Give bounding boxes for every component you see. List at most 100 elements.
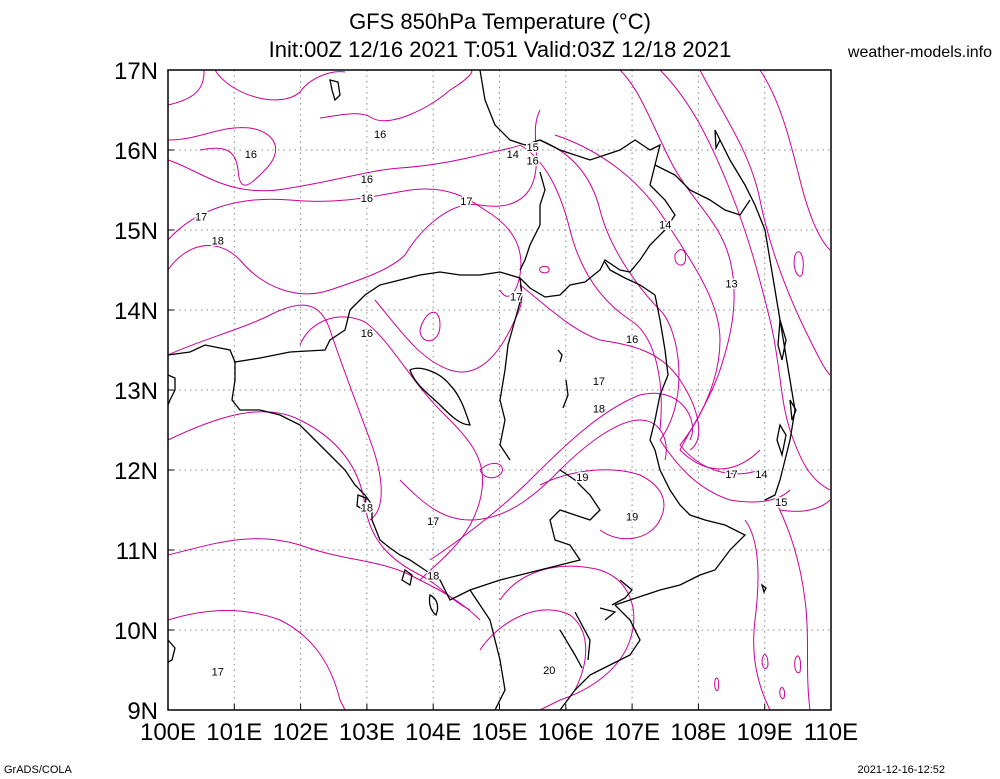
coast-line bbox=[559, 604, 641, 711]
border-line bbox=[167, 374, 176, 406]
x-tick-label: 109E bbox=[737, 719, 793, 746]
coast-line bbox=[654, 164, 751, 216]
contour-line bbox=[479, 463, 503, 479]
contour-line bbox=[539, 469, 665, 540]
contour-label: 17 bbox=[195, 211, 207, 223]
contour-label: 16 bbox=[626, 334, 638, 346]
contour-line bbox=[167, 144, 521, 192]
x-tick-label: 106E bbox=[538, 719, 594, 746]
island bbox=[714, 129, 721, 151]
source-label: weather-models.info bbox=[847, 44, 992, 61]
island bbox=[401, 568, 413, 587]
contour-label: 17 bbox=[510, 291, 522, 303]
axis-labels: 100E 101E 102E 103E 104E 105E 106E 107E 108E 109E… bbox=[114, 58, 858, 746]
contour-line bbox=[554, 134, 761, 475]
contour-line bbox=[779, 499, 831, 512]
contour-label: 14 bbox=[755, 469, 767, 481]
contour-line bbox=[759, 69, 831, 251]
contour-line bbox=[699, 69, 831, 376]
y-tick-label: 13N bbox=[114, 378, 158, 405]
coast-line bbox=[559, 579, 633, 669]
contour-line bbox=[793, 251, 804, 277]
contour-label: 14 bbox=[659, 219, 671, 231]
contour-line bbox=[167, 411, 471, 611]
contour-line bbox=[744, 519, 771, 711]
contour-label: 19 bbox=[626, 511, 638, 523]
contour-line bbox=[779, 687, 785, 699]
contour-label: 18 bbox=[361, 503, 373, 515]
border-line bbox=[231, 362, 373, 506]
contour-label: 17 bbox=[725, 469, 737, 481]
island bbox=[777, 319, 787, 361]
island bbox=[329, 79, 341, 102]
contour-label: 18 bbox=[593, 403, 605, 415]
contour-label: 17 bbox=[593, 376, 605, 388]
grid-lines bbox=[168, 70, 831, 710]
contour-label: 16 bbox=[527, 155, 539, 167]
border-line bbox=[371, 469, 601, 601]
island bbox=[789, 399, 797, 421]
x-tick-label: 103E bbox=[339, 719, 395, 746]
y-tick-label: 9N bbox=[127, 698, 158, 725]
x-tick-label: 104E bbox=[405, 719, 461, 746]
x-tick-label: 108E bbox=[670, 719, 726, 746]
coast-line bbox=[719, 139, 796, 501]
island bbox=[356, 494, 367, 512]
contour-label: 17 bbox=[427, 516, 439, 528]
y-tick-label: 17N bbox=[114, 58, 158, 85]
footer-timestamp: 2021-12-16-12:52 bbox=[857, 764, 945, 776]
contour-line bbox=[299, 316, 484, 581]
contour-label: 20 bbox=[543, 665, 555, 677]
contour-label: 14 bbox=[507, 149, 519, 161]
contour-label: 16 bbox=[374, 129, 386, 141]
x-tick-label: 105E bbox=[471, 719, 527, 746]
contour-label: 17 bbox=[460, 196, 472, 208]
contour-line bbox=[659, 69, 831, 491]
contour-line bbox=[374, 284, 523, 373]
contour-label: 13 bbox=[725, 279, 737, 291]
contour-line bbox=[479, 609, 587, 691]
contour-label: 15 bbox=[527, 142, 539, 154]
y-tick-label: 14N bbox=[114, 298, 158, 325]
x-tick-label: 102E bbox=[273, 719, 329, 746]
contour-line bbox=[167, 538, 481, 621]
contour-line bbox=[519, 284, 700, 451]
coast-line bbox=[469, 589, 506, 711]
contour-line bbox=[774, 499, 811, 711]
y-tick-label: 11N bbox=[116, 538, 158, 565]
chart-subtitle: Init:00Z 12/16 2021 T:051 Valid:03Z 12/1… bbox=[268, 37, 732, 62]
x-tick-label: 107E bbox=[604, 719, 660, 746]
coastlines-borders bbox=[167, 69, 797, 711]
contour-line bbox=[539, 265, 550, 274]
contour-line bbox=[714, 677, 720, 691]
contour-line bbox=[674, 249, 687, 266]
y-tick-label: 15N bbox=[114, 218, 158, 245]
island bbox=[760, 583, 767, 594]
temperature-contours bbox=[167, 69, 831, 711]
island bbox=[167, 639, 176, 663]
y-tick-label: 16N bbox=[114, 138, 158, 165]
contour-label: 15 bbox=[775, 497, 787, 509]
contour-line bbox=[167, 610, 346, 711]
contour-line bbox=[399, 419, 667, 521]
contour-label: 16 bbox=[361, 328, 373, 340]
contour-label: 17 bbox=[212, 667, 224, 679]
contour-line bbox=[167, 127, 277, 186]
x-tick-label: 101E bbox=[206, 719, 262, 746]
island bbox=[428, 594, 439, 617]
contour-line bbox=[539, 139, 791, 503]
border-line bbox=[167, 69, 676, 363]
lake-outline bbox=[409, 367, 471, 426]
chart-title: GFS 850hPa Temperature (°C) bbox=[349, 9, 651, 34]
contour-line bbox=[167, 69, 346, 106]
contour-line bbox=[619, 69, 761, 470]
river-line bbox=[557, 349, 569, 409]
contour-line bbox=[167, 188, 522, 297]
y-tick-label: 12N bbox=[114, 458, 158, 485]
contour-label: 19 bbox=[576, 472, 588, 484]
footer-software: GrADS/COLA bbox=[4, 764, 72, 776]
contour-label: 16 bbox=[245, 149, 257, 161]
contour-label: 18 bbox=[212, 235, 224, 247]
